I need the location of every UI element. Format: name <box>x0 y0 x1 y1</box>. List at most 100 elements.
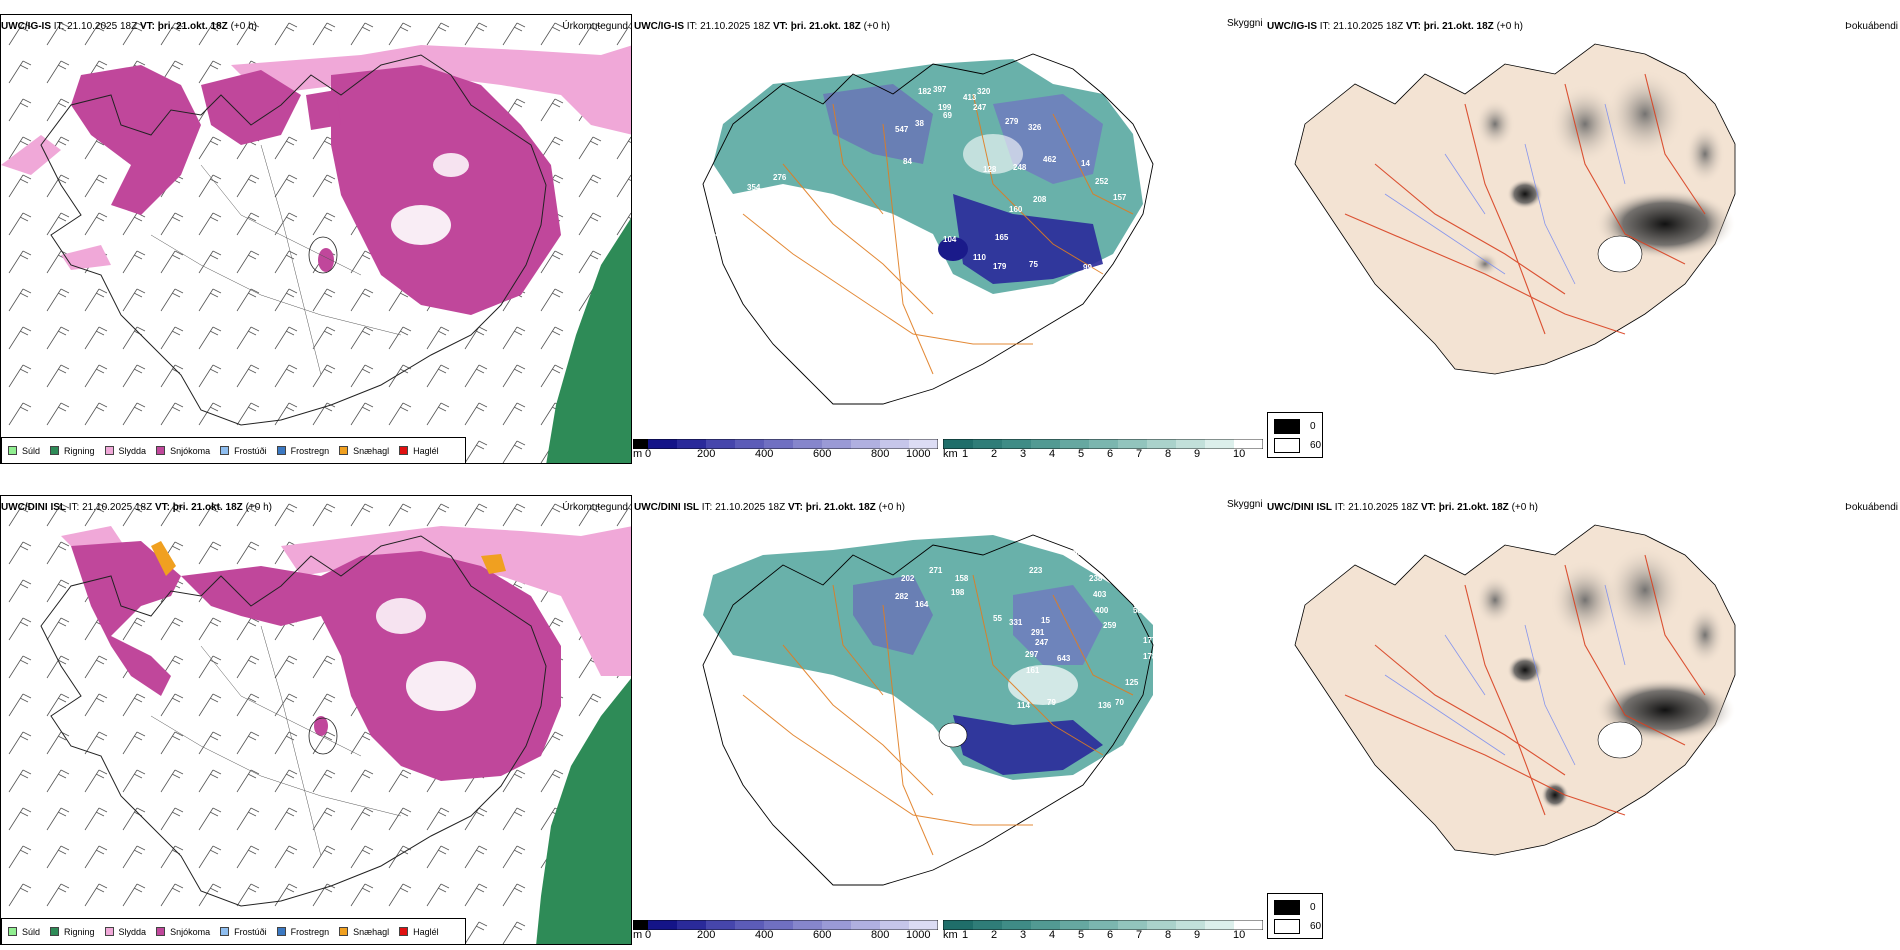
fog-swatch <box>1274 919 1300 934</box>
distance-unit: km <box>943 929 958 941</box>
map-number: 79 <box>1047 698 1056 707</box>
map-number: 247 <box>973 103 987 112</box>
distance-tick: 6 <box>1107 929 1114 941</box>
height-colorbar-2 <box>632 917 939 931</box>
legend-label: Súld <box>22 445 41 456</box>
vt-label: VT: <box>1420 502 1436 513</box>
distance-tick: 8 <box>1165 448 1172 460</box>
legend-label: Snjókoma <box>170 926 211 937</box>
it-label: IT: <box>701 502 713 513</box>
map-number: 198 <box>951 588 965 597</box>
precip-number-labels-2: 835 202 271 158 223 238 282 164 198 403 … <box>895 548 1177 710</box>
map-number: 75 <box>1029 260 1038 269</box>
legend-item: Rigning <box>50 927 95 937</box>
distance-tick: 3 <box>1020 929 1027 941</box>
distance-colorbar-2 <box>942 917 1264 931</box>
model-name: UWC/IG-IS <box>634 21 684 32</box>
fog-map-1 <box>1294 43 1736 375</box>
panel-title: UWC/DINI ISL IT: 21.10.2025 18Z VT: þri.… <box>1267 502 1538 514</box>
legend-label: Rigning <box>64 926 95 937</box>
panel-label-fog: Þokuábendi <box>1845 502 1898 513</box>
fog-legend-value: 0 <box>1310 902 1316 913</box>
visibility-map-1: 397 413 547 182 320 247 199 38 69 279 32… <box>669 53 1154 405</box>
map-number: 208 <box>1033 195 1047 204</box>
it-label: IT: <box>1334 502 1346 513</box>
legend-item: Frostregn <box>276 927 329 937</box>
legend-item: Frostúði <box>220 446 267 456</box>
height-tick: 0 <box>645 929 652 941</box>
map-number: 14 <box>1081 159 1090 168</box>
distance-colorbar-swatches <box>942 438 1264 450</box>
fog-swatch <box>1274 900 1300 915</box>
precip-type-panel-1: Súld Rigning Slydda Snjókoma Frostúði Fr… <box>0 14 632 464</box>
height-tick: 200 <box>697 929 716 941</box>
model-name: UWC/DINI ISL <box>1267 502 1332 513</box>
panel-label-visibility: Skyggni <box>1227 499 1263 510</box>
distance-tick: 4 <box>1049 929 1056 941</box>
legend-label: Frostúði <box>234 445 267 456</box>
distance-tick: 10 <box>1233 929 1246 941</box>
fog-swatch <box>1274 438 1300 453</box>
precip-type-panel-2: Súld Rigning Slydda Snjókoma Frostúði Fr… <box>0 495 632 945</box>
distance-tick: 10 <box>1233 448 1246 460</box>
legend-label: Rigning <box>64 445 95 456</box>
map-number: 248 <box>1013 163 1027 172</box>
distance-tick: 6 <box>1107 448 1114 460</box>
distance-tick: 2 <box>991 448 998 460</box>
map-number: 157 <box>1113 193 1127 202</box>
map-number: 361 <box>715 229 729 238</box>
map-number: 252 <box>1095 177 1109 186</box>
legend-item: Snjókoma <box>156 927 210 937</box>
height-unit: m <box>633 929 643 941</box>
map-number: 38 <box>915 119 924 128</box>
legend-swatch <box>156 927 166 936</box>
vt-label: VT: <box>787 502 803 513</box>
map-number: 282 <box>895 592 909 601</box>
map-number: 326 <box>1028 123 1042 132</box>
map-number: 58 <box>1133 606 1142 615</box>
map-number: 835 <box>1073 548 1087 557</box>
distance-colorbar-1 <box>942 436 1264 450</box>
map-number: 297 <box>1025 650 1039 659</box>
map-number: 104 <box>943 235 957 244</box>
panel-label-precip-type: Úrkomutegund <box>562 502 628 513</box>
height-tick: 1000 <box>906 448 931 460</box>
map-number: 158 <box>955 574 969 583</box>
map-number: 331 <box>1009 618 1023 627</box>
distance-tick: 3 <box>1020 448 1027 460</box>
panel-title: UWC/DINI ISL IT: 21.10.2025 18Z VT: þri.… <box>1 502 272 514</box>
map-number: 643 <box>1057 654 1071 663</box>
it-value: 21.10.2025 18Z <box>1348 502 1419 513</box>
legend-swatch <box>276 927 286 936</box>
map-number: 128 <box>983 165 997 174</box>
map-number: 354 <box>747 183 761 192</box>
model-name: UWC/IG-IS <box>1 21 51 32</box>
legend-item: Frostúði <box>220 927 267 937</box>
height-tick: 600 <box>813 448 832 460</box>
offset: (+0 h) <box>878 502 905 513</box>
distance-tick: 1 <box>962 929 969 941</box>
height-tick: 0 <box>645 448 652 460</box>
it-label: IT: <box>53 21 65 32</box>
map-number: 199 <box>938 103 952 112</box>
it-value: 21.10.2025 18Z <box>67 21 138 32</box>
precip-legend-2: Súld Rigning Slydda Snjókoma Frostúði Fr… <box>1 918 466 944</box>
distance-tick: 4 <box>1049 448 1056 460</box>
legend-swatch <box>276 446 286 455</box>
distance-unit: km <box>943 448 958 460</box>
height-tick: 400 <box>755 448 774 460</box>
fog-legend-value: 0 <box>1310 421 1316 432</box>
model-name: UWC/DINI ISL <box>634 502 699 513</box>
offset: (+0 h) <box>863 21 890 32</box>
legend-item: Haglél <box>399 446 439 456</box>
it-label: IT: <box>1319 21 1331 32</box>
map-number: 462 <box>1043 155 1057 164</box>
legend-label: Frostúði <box>234 926 267 937</box>
map-number: 55 <box>993 614 1002 623</box>
vt-value: þri. 21.okt. 18Z <box>790 21 861 32</box>
precip-number-labels-1: 397 413 547 182 320 247 199 38 69 279 32… <box>669 83 1127 272</box>
map-number: 202 <box>901 574 915 583</box>
legend-label: Slydda <box>118 926 147 937</box>
map-number: 161 <box>1026 666 1040 675</box>
distance-tick: 1 <box>962 448 969 460</box>
